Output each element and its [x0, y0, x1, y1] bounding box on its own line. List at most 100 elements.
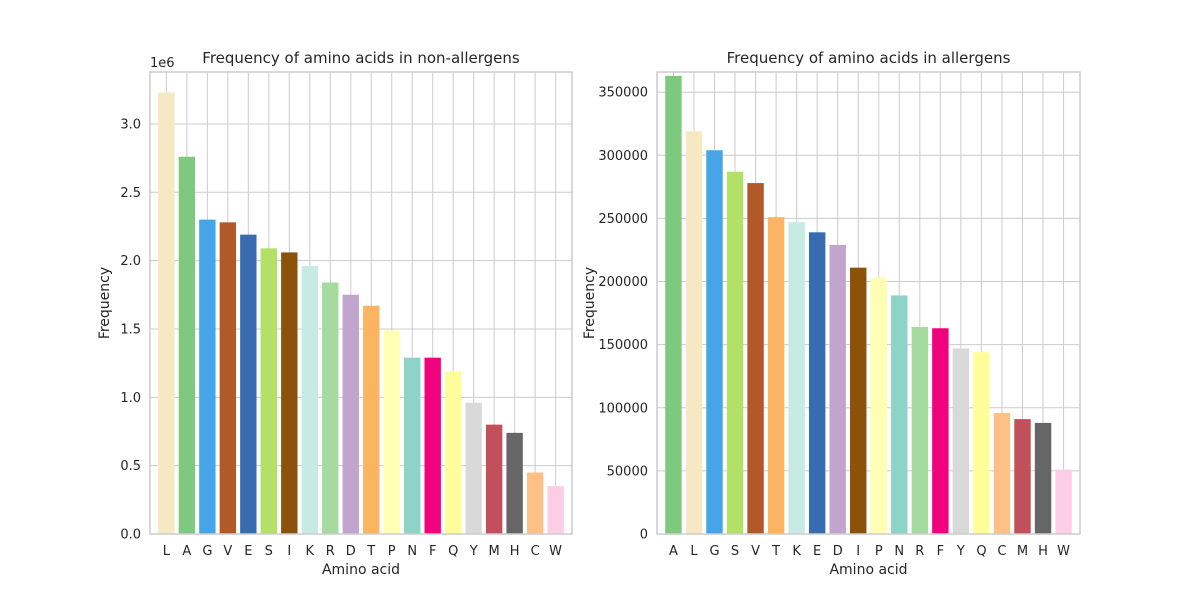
plot-frame: [149, 71, 573, 535]
x-tick-label: F: [429, 544, 436, 559]
x-tick-label: M: [1017, 544, 1028, 559]
x-tick-label: G: [202, 544, 212, 559]
x-tick-label: A: [182, 544, 191, 559]
x-tick-label: E: [813, 544, 821, 559]
y-tick-label: 150000: [598, 338, 648, 353]
x-tick-label: V: [751, 544, 760, 559]
x-tick-label: D: [346, 544, 356, 559]
x-tick-label: P: [388, 544, 396, 559]
plot-frame: [656, 71, 1081, 535]
bar-N: [891, 295, 908, 534]
bar-W: [1055, 469, 1072, 534]
y-axis-label: Frequency: [97, 267, 113, 339]
bar-F: [932, 328, 949, 534]
bar-A: [665, 75, 682, 534]
y-tick-label: 1.5: [120, 322, 141, 337]
bar-H: [506, 432, 523, 534]
x-tick-label: K: [306, 544, 315, 559]
x-tick-label: K: [792, 544, 801, 559]
x-tick-label: Y: [956, 544, 965, 559]
x-tick-label: Y: [469, 544, 478, 559]
bar-E: [808, 232, 826, 535]
bar-V: [219, 222, 237, 534]
x-tick-label: F: [937, 544, 944, 559]
chart-title: Frequency of amino acids in non-allergen…: [202, 49, 520, 67]
x-tick-label: A: [669, 544, 678, 559]
x-axis-label: Amino acid: [829, 562, 907, 578]
bar-K: [301, 266, 318, 534]
x-tick-label: G: [709, 544, 719, 559]
bar-Y: [952, 348, 970, 534]
bar-C: [993, 412, 1011, 534]
y-tick-label: 250000: [598, 212, 648, 227]
bar-N: [404, 357, 421, 534]
y-tick-label: 300000: [598, 149, 648, 164]
x-tick-label: V: [223, 544, 232, 559]
bar-K: [788, 222, 805, 534]
x-tick-label: T: [771, 544, 780, 559]
x-tick-label: H: [510, 544, 520, 559]
bar-R: [322, 282, 339, 534]
bar-C: [526, 472, 544, 534]
x-tick-label: E: [244, 544, 252, 559]
bar-Q: [973, 352, 990, 534]
y-tick-label: 50000: [607, 464, 648, 479]
bar-V: [747, 183, 764, 534]
bar-L: [685, 131, 703, 534]
x-tick-label: P: [875, 544, 883, 559]
bar-S: [260, 248, 278, 534]
bar-P: [383, 330, 400, 534]
x-axis-label: Amino acid: [322, 562, 400, 578]
bar-E: [240, 234, 257, 534]
chart-nonallergen: 0.0 0.5 1.0 1.5 2.0 2.5 3.0 L A G V E S I K R D T P N F Q Y M H C…: [97, 49, 573, 578]
bar-M: [1014, 419, 1031, 534]
x-tick-label: T: [366, 544, 375, 559]
bar-R: [911, 326, 929, 534]
y-offset-label: 1e6: [150, 56, 175, 71]
y-tick-label: 2.5: [120, 186, 141, 201]
bar-D: [829, 244, 846, 534]
bar-G: [199, 219, 216, 534]
bar-H: [1034, 422, 1052, 534]
x-tick-label: W: [549, 544, 562, 559]
x-tick-label: L: [163, 544, 171, 559]
x-tick-label: R: [326, 544, 335, 559]
y-tick-label: 200000: [598, 275, 648, 290]
y-tick-label: 0: [640, 528, 648, 543]
x-tick-label: W: [1057, 544, 1070, 559]
x-tick-label: D: [833, 544, 843, 559]
bar-A: [178, 156, 196, 535]
bar-P: [870, 277, 887, 534]
x-tick-label: S: [265, 544, 273, 559]
x-tick-label: N: [894, 544, 904, 559]
bar-D: [342, 294, 359, 534]
x-tick-label: H: [1038, 544, 1048, 559]
x-tick-label: S: [731, 544, 739, 559]
y-axis-label: Frequency: [582, 267, 598, 339]
x-tick-label: C: [531, 544, 540, 559]
y-tick-label: 1.0: [120, 391, 141, 406]
bar-T: [363, 305, 380, 534]
y-tick-label: 350000: [598, 86, 648, 101]
y-tick-label: 0.0: [120, 528, 141, 543]
x-tick-label: C: [997, 544, 1006, 559]
bar-Y: [465, 402, 482, 534]
bar-S: [726, 171, 744, 534]
x-tick-label: Q: [976, 544, 986, 559]
bar-G: [706, 150, 723, 534]
chart-allergen: 0 50000 100000 150000 200000 250000 300000 3500…: [582, 49, 1081, 578]
y-tick-label: 2.0: [120, 254, 141, 269]
y-tick-label: 100000: [598, 401, 648, 416]
bar-I: [281, 252, 298, 535]
x-tick-label: R: [915, 544, 924, 559]
bar-I: [850, 267, 867, 534]
y-tick-label: 3.0: [120, 117, 141, 132]
chart-title: Frequency of amino acids in allergens: [727, 49, 1011, 67]
x-tick-label: N: [407, 544, 417, 559]
bar-F: [424, 357, 441, 534]
x-tick-label: I: [287, 544, 291, 559]
x-tick-label: Q: [448, 544, 458, 559]
x-tick-label: M: [489, 544, 500, 559]
y-tick-label: 0.5: [120, 459, 141, 474]
x-tick-label: L: [690, 544, 698, 559]
